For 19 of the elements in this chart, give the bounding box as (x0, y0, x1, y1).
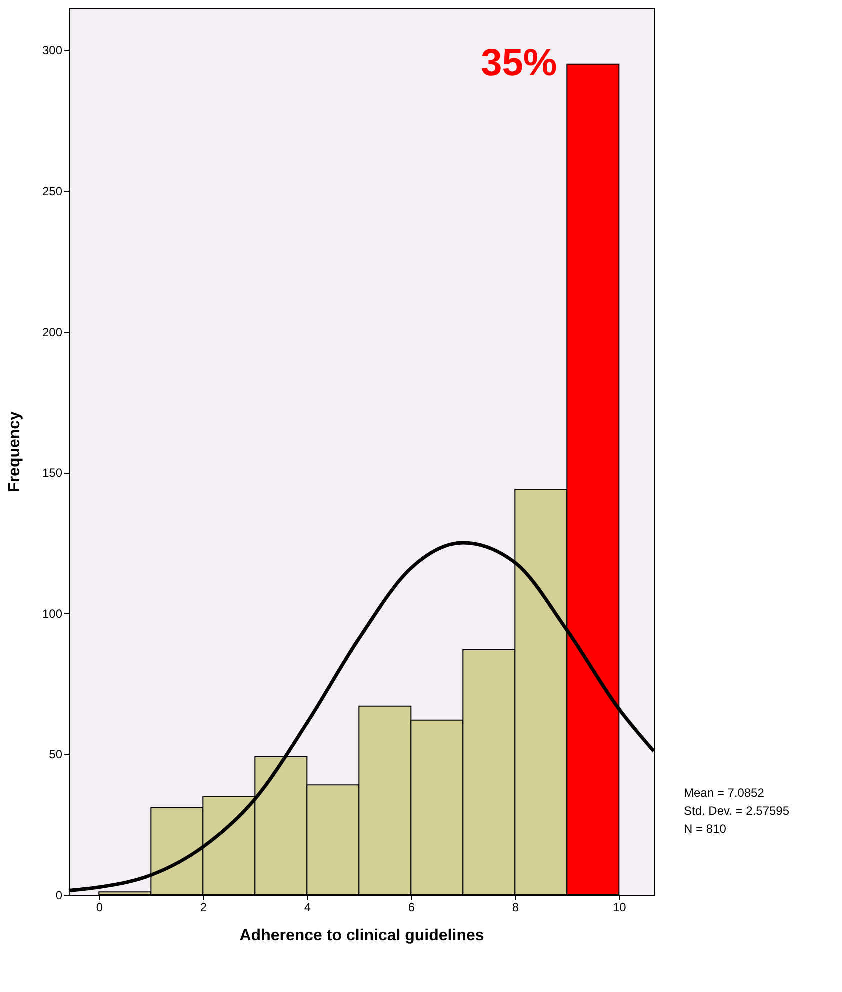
x-axis-title: Adherence to clinical guidelines (240, 928, 484, 944)
y-tick-label: 200 (42, 325, 63, 340)
y-tick-label: 150 (42, 466, 63, 480)
text: Std. Dev. = 2.57595 (684, 804, 790, 818)
x-tick-label: 0 (96, 900, 104, 914)
text: Mean = 7.0852 (684, 786, 765, 800)
y-tick-label: 250 (42, 184, 63, 199)
y-tick-label: 100 (42, 606, 63, 621)
annotation: 35% (481, 42, 558, 84)
y-axis-title: Frequency (6, 411, 24, 492)
x-tick-label: 10 (612, 900, 627, 914)
x-tick-label: 4 (304, 900, 312, 914)
y-tick-label: 0 (56, 888, 63, 902)
y-tick-label: 50 (49, 748, 63, 762)
text: N = 810 (684, 822, 727, 836)
x-tick-label: 2 (200, 900, 208, 914)
x-tick-label: 6 (408, 900, 416, 914)
x-tick-label: 8 (512, 900, 520, 914)
y-tick-label: 300 (42, 44, 63, 58)
